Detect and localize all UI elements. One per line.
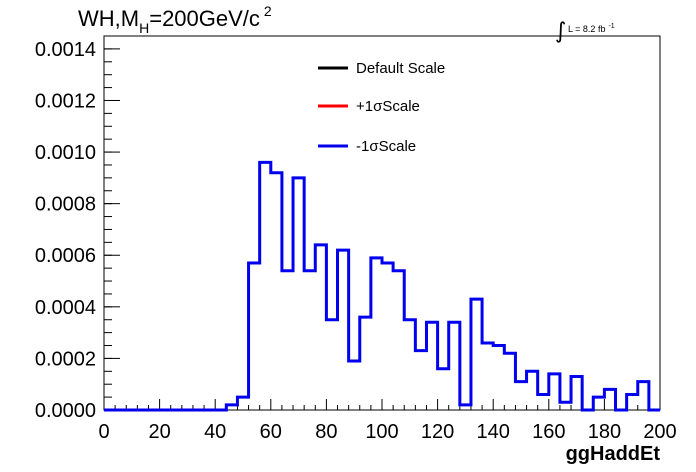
histograms (104, 160, 660, 412)
x-tick-label: 80 (315, 421, 337, 443)
legend: Default Scale +1σScale -1σScale (318, 60, 445, 155)
title-subscript: H (139, 20, 149, 36)
x-tick-label: 120 (421, 421, 454, 443)
x-tick-label: 20 (148, 421, 170, 443)
x-axis-ticks: 0 20 40 60 80 100 120 140 160 180 200 (98, 399, 677, 443)
luminosity-text: L = 8.2 fb (568, 24, 605, 34)
y-axis-ticks: 0.0000 0.0002 0.0004 0.0006 0.0008 0.0010 0.00… (35, 35, 120, 422)
y-tick-label: 0.0012 (35, 90, 96, 112)
x-tick-label: 200 (643, 421, 676, 443)
y-tick-label: 0.0000 (35, 400, 96, 422)
series-line-2 (104, 160, 660, 412)
luminosity-label: L = 8.2 fb -1 (568, 23, 615, 34)
y-tick-label: 0.0004 (35, 297, 96, 319)
y-tick-label: 0.0002 (35, 348, 96, 370)
x-tick-label: 100 (365, 421, 398, 443)
x-tick-label: 0 (98, 421, 109, 443)
x-tick-label: 160 (532, 421, 565, 443)
title-main: WH,M (78, 6, 139, 31)
y-tick-label: 0.0010 (35, 142, 96, 164)
legend-label-default: Default Scale (356, 60, 445, 77)
x-tick-label: 180 (588, 421, 621, 443)
y-tick-label: 0.0014 (35, 39, 96, 61)
x-tick-label: 140 (477, 421, 510, 443)
y-tick-label: 0.0008 (35, 194, 96, 216)
legend-label-plus1sigma: +1σScale (356, 98, 420, 115)
title-rest: =200GeV/c (149, 6, 260, 31)
x-tick-label: 40 (204, 421, 226, 443)
x-axis-label: ggHaddEt (566, 443, 661, 465)
x-tick-label: 60 (260, 421, 282, 443)
luminosity-superscript: -1 (608, 23, 614, 30)
chart-title: WH,MH=200GeV/c 2 (78, 3, 272, 36)
title-superscript: 2 (264, 3, 272, 19)
plot-frame (103, 35, 661, 411)
y-tick-label: 0.0006 (35, 245, 96, 267)
luminosity-integral: ∫ (555, 19, 566, 44)
legend-label-minus1sigma: -1σScale (356, 138, 416, 155)
